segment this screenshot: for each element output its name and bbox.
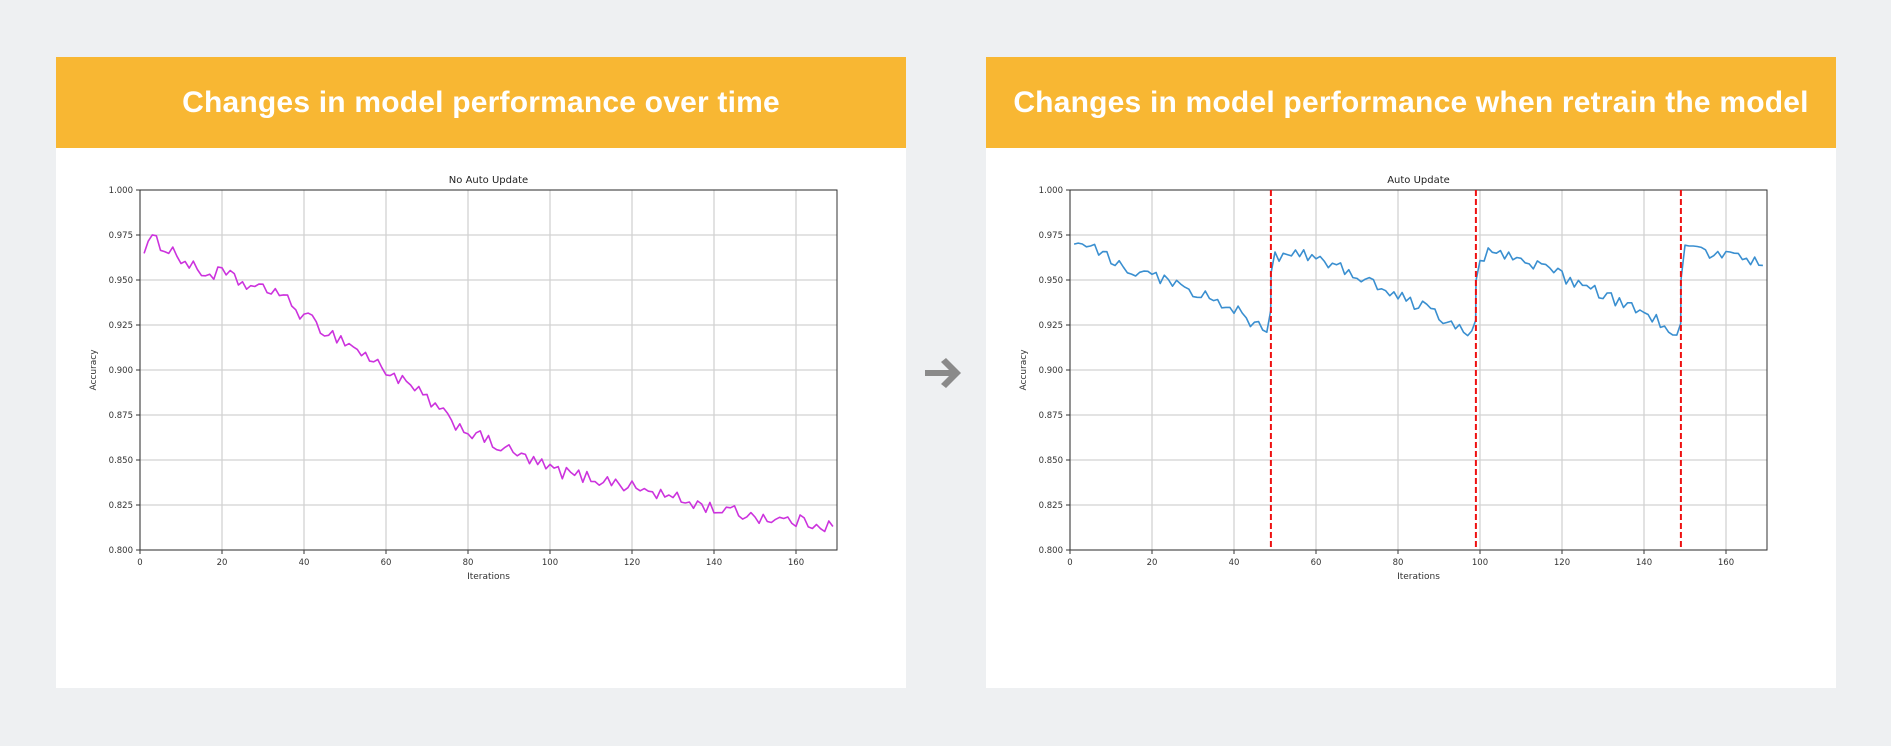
x-tick-label: 60 <box>381 558 392 568</box>
x-tick-label: 40 <box>1229 558 1240 568</box>
y-tick-label: 0.950 <box>109 276 133 286</box>
x-tick-label: 20 <box>217 558 228 568</box>
panel-auto-update: Changes in model performance when retrai… <box>986 57 1836 688</box>
plot-frame <box>1069 189 1768 551</box>
y-tick-label: 0.800 <box>109 546 133 556</box>
x-tick-label: 80 <box>1393 558 1404 568</box>
x-tick-label: 0 <box>137 558 142 568</box>
y-tick-label: 0.875 <box>109 411 133 421</box>
x-tick-label: 120 <box>1554 558 1570 568</box>
y-tick-label: 0.875 <box>1039 411 1063 421</box>
y-tick-label: 0.800 <box>1039 546 1063 556</box>
x-tick-label: 160 <box>788 558 804 568</box>
panel-header-left: Changes in model performance over time <box>56 57 906 148</box>
x-tick-label: 40 <box>299 558 310 568</box>
x-tick-label: 140 <box>706 558 722 568</box>
series-line-accuracy <box>1073 242 1763 337</box>
chart-title: No Auto Update <box>449 175 528 186</box>
y-axis-label: Accuracy <box>1019 349 1029 391</box>
y-tick-label: 0.925 <box>109 321 133 331</box>
x-tick-label: 120 <box>624 558 640 568</box>
x-tick-label: 20 <box>1147 558 1158 568</box>
y-tick-label: 1.000 <box>1039 186 1063 196</box>
x-tick-label: 80 <box>463 558 474 568</box>
y-tick-label: 0.975 <box>109 231 133 241</box>
y-tick-label: 0.950 <box>1039 276 1063 286</box>
x-tick-label: 140 <box>1636 558 1652 568</box>
y-tick-label: 0.900 <box>109 366 133 376</box>
y-tick-label: 1.000 <box>109 186 133 196</box>
x-axis-label: Iterations <box>467 572 510 582</box>
y-axis-label: Accuracy <box>89 349 99 391</box>
plot-frame <box>139 189 838 551</box>
y-tick-label: 0.850 <box>109 456 133 466</box>
accuracy-chart-no-auto-update: No Auto Update 0 20 40 60 80 100 120 140 160 0.800… <box>89 175 838 582</box>
x-tick-label: 100 <box>542 558 558 568</box>
y-tick-label: 0.850 <box>1039 456 1063 466</box>
y-tick-label: 0.825 <box>1039 501 1063 511</box>
y-tick-label: 0.975 <box>1039 231 1063 241</box>
y-tick-label: 0.825 <box>109 501 133 511</box>
y-tick-label: 0.900 <box>1039 366 1063 376</box>
x-tick-label: 160 <box>1718 558 1734 568</box>
right-arrow-icon <box>925 358 961 388</box>
panel-header-right: Changes in model performance when retrai… <box>986 57 1836 148</box>
y-tick-label: 0.925 <box>1039 321 1063 331</box>
series-line-accuracy <box>143 234 834 533</box>
accuracy-chart-auto-update: Auto Update 0 20 40 60 80 100 120 140 160 0.800 0.8… <box>1019 175 1768 582</box>
chart-title: Auto Update <box>1387 175 1450 186</box>
x-tick-label: 100 <box>1472 558 1488 568</box>
x-axis-label: Iterations <box>1397 572 1440 582</box>
x-tick-label: 0 <box>1067 558 1072 568</box>
x-tick-label: 60 <box>1311 558 1322 568</box>
panel-no-auto-update: Changes in model performance over time N… <box>56 57 906 688</box>
